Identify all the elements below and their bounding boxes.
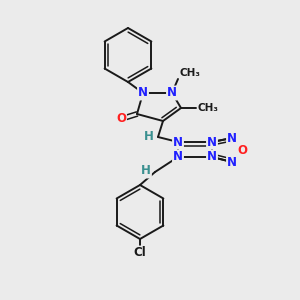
Text: CH₃: CH₃: [179, 68, 200, 78]
Text: N: N: [207, 151, 217, 164]
Text: Cl: Cl: [134, 247, 146, 260]
Text: N: N: [227, 155, 237, 169]
Text: N: N: [138, 86, 148, 100]
Text: H: H: [141, 164, 151, 178]
Text: O: O: [237, 143, 247, 157]
Text: N: N: [173, 151, 183, 164]
Text: N: N: [207, 136, 217, 148]
Text: O: O: [116, 112, 126, 125]
Text: N: N: [167, 86, 177, 100]
Text: N: N: [227, 131, 237, 145]
Text: H: H: [144, 130, 154, 142]
Text: N: N: [173, 136, 183, 148]
Text: CH₃: CH₃: [197, 103, 218, 113]
